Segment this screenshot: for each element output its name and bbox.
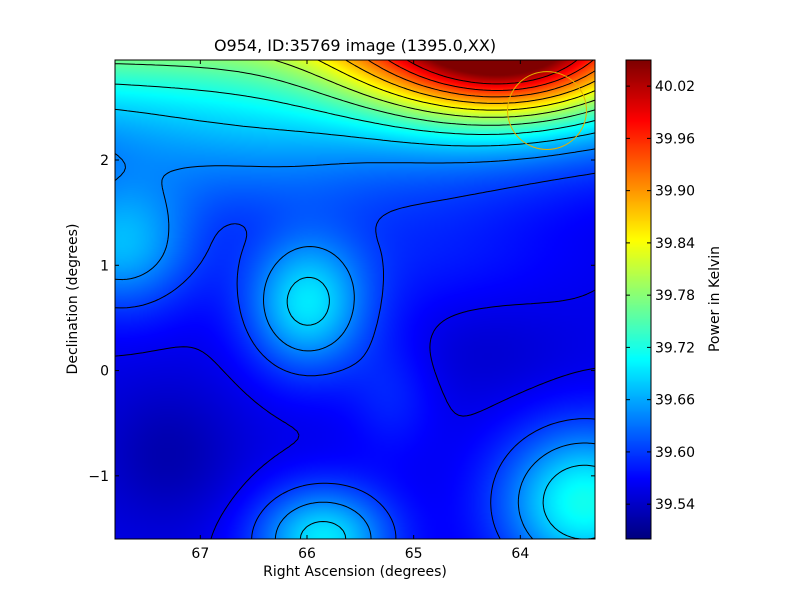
colorbar-tick-label-8: 40.02 [655,79,695,95]
colorbar-tick-label-6: 39.90 [655,184,695,200]
colorbar-gradient [626,60,651,539]
colorbar-label: Power in Kelvin [707,246,723,352]
colorbar-tick-label-5: 39.84 [655,236,695,252]
beam-ellipse-0 [507,71,587,150]
contour-level-1 [114,172,596,540]
heatmap-image [115,60,595,539]
contour-lines [114,59,596,540]
contour-level-2 [114,148,596,540]
contour-level-10 [387,59,594,91]
x-tick-label-2: 65 [405,546,423,562]
x-axis-label: Right Ascension (degrees) [263,564,447,580]
x-axis-ticks: 67 66 65 64 [191,60,529,562]
colorbar-frame [625,59,652,540]
chart-title: O954, ID:35769 image (1395.0,XX) [214,36,496,55]
y-tick-label-2: 1 [100,258,109,274]
colorbar-tick-label-4: 39.78 [655,288,695,304]
y-axis-ticks: −1 0 1 2 [88,153,595,485]
colorbar-tick-label-1: 39.60 [655,445,695,461]
colorbar: 39.54 39.60 39.66 39.72 39.78 39.84 39.90 39.96… [625,59,695,540]
contour-level-5 [114,63,596,126]
contour-level-0 [114,289,596,540]
y-tick-label-3: 2 [100,153,109,169]
colorbar-tick-label-3: 39.72 [655,340,695,356]
contour-level-9 [367,59,596,98]
y-tick-label-0: −1 [88,469,109,485]
x-tick-label-0: 67 [191,546,209,562]
plot-frame [114,59,596,540]
colorbar-tick-label-0: 39.54 [655,497,695,513]
contour-level-3 [114,108,596,540]
y-tick-label-1: 0 [100,364,109,380]
colorbar-tick-label-7: 39.96 [655,131,695,147]
x-tick-label-1: 66 [298,546,316,562]
contour-level-4 [114,83,596,135]
colorbar-ticks: 39.54 39.60 39.66 39.72 39.78 39.84 39.90 39.96… [626,79,695,513]
x-tick-label-3: 64 [511,546,529,562]
annotations [507,71,587,150]
colorbar-tick-label-2: 39.66 [655,393,695,409]
plot-area: 67 66 65 64 −1 0 1 2 [88,59,596,562]
y-axis-label: Declination (degrees) [65,224,81,375]
